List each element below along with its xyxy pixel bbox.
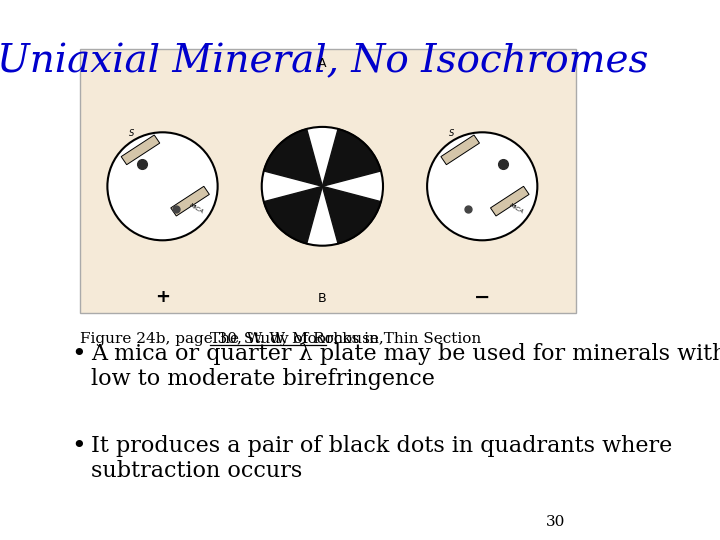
Polygon shape <box>323 129 381 186</box>
Text: −: − <box>474 287 490 307</box>
Text: +: + <box>155 288 170 306</box>
Text: S: S <box>449 129 454 138</box>
Circle shape <box>107 132 217 240</box>
Text: A: A <box>318 57 327 70</box>
Polygon shape <box>490 186 529 216</box>
Text: S: S <box>129 129 135 138</box>
Polygon shape <box>121 135 160 165</box>
Text: 30: 30 <box>546 515 565 529</box>
Polygon shape <box>323 186 381 244</box>
Polygon shape <box>441 135 480 165</box>
Text: MICA: MICA <box>189 203 204 215</box>
Polygon shape <box>171 186 210 216</box>
Text: Figure 24b, page 30, W. W. Moorhouse,: Figure 24b, page 30, W. W. Moorhouse, <box>80 332 389 346</box>
Text: •: • <box>71 435 86 458</box>
Text: A mica or quarter λ plate may be used for minerals with: A mica or quarter λ plate may be used fo… <box>91 343 720 365</box>
Polygon shape <box>264 129 323 186</box>
Polygon shape <box>264 186 323 244</box>
Text: It produces a pair of black dots in quadrants where: It produces a pair of black dots in quad… <box>91 435 672 457</box>
Circle shape <box>427 132 537 240</box>
Circle shape <box>262 127 383 246</box>
Text: •: • <box>71 343 86 366</box>
Text: low to moderate birefringence: low to moderate birefringence <box>91 368 435 390</box>
Text: subtraction occurs: subtraction occurs <box>91 460 302 482</box>
Text: B: B <box>318 292 327 305</box>
Text: Uniaxial Mineral, No Isochromes: Uniaxial Mineral, No Isochromes <box>0 43 648 80</box>
Text: MICA: MICA <box>508 203 525 215</box>
Text: The Study of Rocks in Thin Section: The Study of Rocks in Thin Section <box>210 332 481 346</box>
FancyBboxPatch shape <box>80 49 576 313</box>
